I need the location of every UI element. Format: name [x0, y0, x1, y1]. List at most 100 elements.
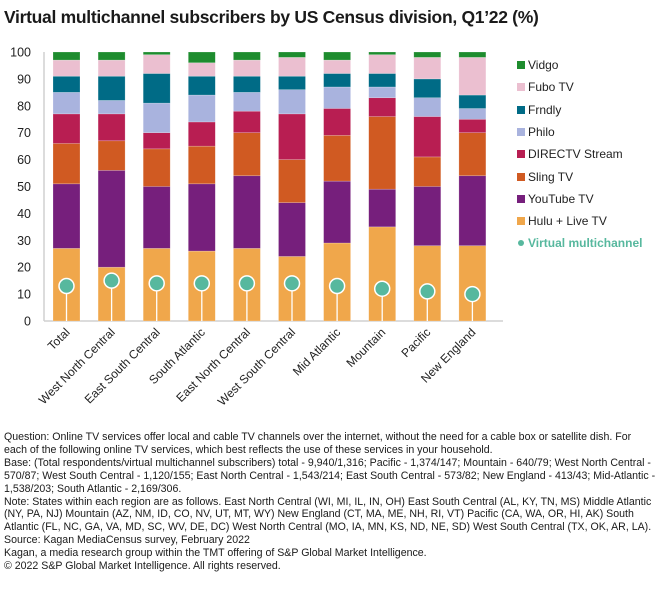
y-tick-label: 40 — [17, 207, 31, 221]
bar-segment-youtube-tv — [413, 186, 442, 246]
virtual-multichannel-dot — [58, 277, 75, 295]
virtual-multichannel-dot — [283, 275, 301, 292]
bar-segment-sling-tv — [458, 132, 487, 177]
bar-segment-youtube-tv — [97, 170, 126, 268]
question-note: Question: Online TV services offer local… — [4, 431, 632, 456]
bar-segment-philo — [233, 92, 261, 112]
bar-segment-directv-stream — [188, 121, 216, 147]
bar-segment-frndly — [368, 73, 397, 88]
bar-segment-frndly — [458, 94, 487, 109]
legend-swatch — [517, 150, 525, 159]
bar-segment-fubo-tv — [97, 59, 126, 77]
bar-segment-vidgo — [278, 51, 306, 58]
bar-segment-sling-tv — [413, 156, 442, 187]
bar-segment-youtube-tv — [142, 186, 171, 249]
virtual-multichannel-dot — [464, 285, 481, 303]
legend-item-youtube-tv: YouTube TV — [517, 192, 594, 206]
y-tick-label: 100 — [10, 46, 31, 60]
legend-item-vidgo: Vidgo — [517, 58, 558, 72]
bar-segment-vidgo — [413, 51, 442, 58]
x-tick-label: West North Central — [36, 325, 118, 407]
source-note: Source: Kagan MediaCensus survey, Februa… — [4, 534, 250, 547]
bar-segment-philo — [278, 89, 306, 115]
base-note: Base: (Total respondents/virtual multich… — [4, 456, 656, 495]
legend-label: Virtual multichannel — [528, 236, 643, 251]
legend-swatch — [517, 127, 525, 136]
bar-segment-youtube-tv — [458, 175, 487, 246]
bar-segment-youtube-tv — [368, 188, 397, 228]
legend-label: Hulu + Live TV — [528, 214, 607, 229]
bar-segment-frndly — [278, 75, 306, 90]
legend-item-fubo-tv: Fubo TV — [517, 80, 574, 94]
x-tick-label: Mountain — [344, 325, 389, 370]
bar-segment-vidgo — [52, 51, 81, 61]
bar-new-england — [458, 51, 487, 322]
legend-item-frndly: Frndly — [517, 103, 561, 117]
bar-segment-philo — [413, 97, 442, 117]
bar-segment-youtube-tv — [52, 183, 81, 249]
legend-dot-icon — [518, 240, 524, 247]
virtual-multichannel-dot — [238, 275, 256, 292]
bar-segment-directv-stream — [458, 118, 487, 133]
bar-segment-sling-tv — [52, 143, 81, 185]
bar-segment-sling-tv — [323, 135, 351, 182]
bar-segment-vidgo — [142, 51, 171, 55]
bar-segment-fubo-tv — [142, 54, 171, 74]
bar-segment-youtube-tv — [233, 175, 261, 249]
bar-segment-youtube-tv — [323, 180, 351, 244]
bar-segment-philo — [323, 86, 351, 109]
bar-west-north-central — [97, 51, 126, 322]
bar-segment-fubo-tv — [368, 54, 397, 74]
legend-swatch — [517, 194, 525, 203]
x-tick-label: West South Central — [215, 325, 298, 408]
bar-segment-frndly — [188, 75, 216, 96]
bar-segment-directv-stream — [278, 113, 306, 160]
y-tick-label: 60 — [17, 153, 31, 167]
bar-segment-sling-tv — [233, 132, 261, 177]
bar-segment-fubo-tv — [188, 62, 216, 77]
bar-segment-vidgo — [323, 51, 351, 61]
bar-segment-fubo-tv — [413, 57, 442, 80]
y-tick-label: 70 — [17, 126, 31, 140]
bar-segment-fubo-tv — [323, 59, 351, 74]
bar-segment-frndly — [52, 75, 81, 93]
legend-swatch — [517, 217, 525, 226]
bar-segment-philo — [188, 94, 216, 123]
y-tick-label: 30 — [17, 234, 31, 248]
bar-east-north-central — [233, 51, 261, 322]
virtual-multichannel-dot — [193, 275, 211, 292]
bar-segment-philo — [52, 92, 81, 115]
bar-segment-directv-stream — [413, 116, 442, 158]
bar-segment-youtube-tv — [278, 202, 306, 257]
virtual-multichannel-dot — [419, 283, 436, 300]
bar-segment-directv-stream — [233, 110, 261, 134]
bar-segment-frndly — [323, 73, 351, 88]
virtual-multichannel-markers — [58, 272, 481, 321]
legend-item-philo: Philo — [517, 125, 555, 139]
copyright-note: © 2022 S&P Global Market Intelligence. A… — [4, 560, 281, 573]
virtual-multichannel-dot — [328, 277, 346, 295]
bar-segment-philo — [368, 86, 397, 99]
bar-segment-fubo-tv — [52, 59, 81, 77]
bar-segment-fubo-tv — [233, 59, 261, 77]
bar-segment-vidgo — [458, 51, 487, 58]
bar-segment-directv-stream — [368, 97, 397, 117]
legend-swatch — [517, 61, 525, 69]
legend-swatch — [517, 83, 525, 92]
legend-swatch — [517, 105, 525, 114]
legend-item-hulu-live-tv: Hulu + Live TV — [517, 214, 607, 228]
bar-segment-vidgo — [188, 51, 216, 64]
chart-title: Virtual multichannel subscribers by US C… — [4, 7, 539, 27]
bar-south-atlantic — [188, 51, 216, 322]
attribution-note: Kagan, a media research group within the… — [4, 547, 427, 560]
bar-segment-frndly — [413, 78, 442, 99]
chart-notes: Question: Online TV services offer local… — [4, 431, 656, 573]
legend-label: Sling TV — [528, 169, 574, 184]
legend-label: Philo — [528, 124, 555, 139]
bar-segment-fubo-tv — [458, 57, 487, 96]
bar-pacific — [413, 51, 442, 322]
legend-item-virtual-multichannel: Virtual multichannel — [517, 236, 642, 250]
bar-total — [52, 51, 81, 322]
virtual-multichannel-dot — [103, 272, 120, 289]
